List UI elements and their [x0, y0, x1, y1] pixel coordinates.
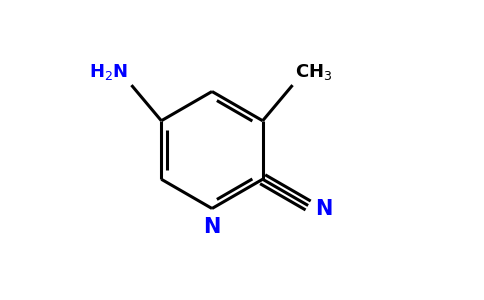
- Text: N: N: [315, 199, 332, 219]
- Text: CH$_3$: CH$_3$: [295, 62, 333, 82]
- Text: N: N: [203, 217, 221, 237]
- Text: H$_2$N: H$_2$N: [89, 62, 128, 82]
